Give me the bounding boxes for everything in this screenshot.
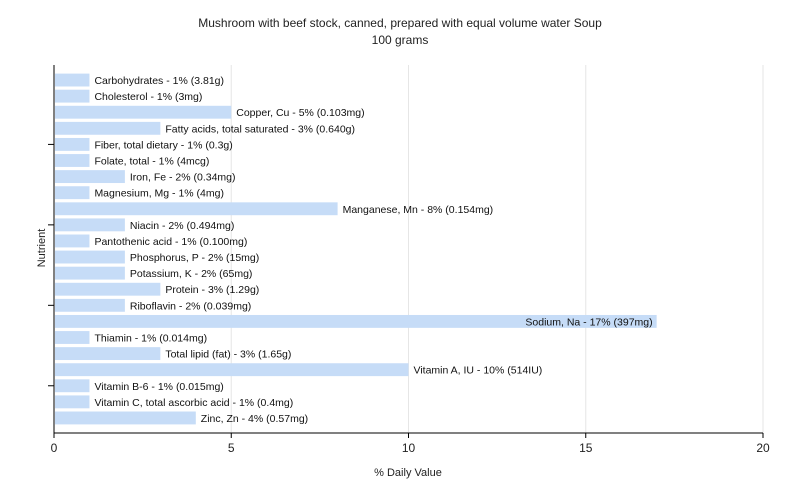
chart-title: Mushroom with beef stock, canned, prepar… [198,16,602,30]
bar [55,186,90,200]
x-axis-title: % Daily Value [374,467,442,479]
bar [55,73,90,87]
bar-label: Fiber, total dietary - 1% (0.3g) [94,139,232,151]
bar [55,379,90,393]
bar-label: Fatty acids, total saturated - 3% (0.640… [165,123,355,135]
bar-label: Vitamin C, total ascorbic acid - 1% (0.4… [94,397,293,409]
bar [55,347,161,361]
bar [55,282,161,296]
bar-label: Niacin - 2% (0.494mg) [130,220,234,232]
bars: Carbohydrates - 1% (3.81g) Cholesterol - … [55,73,657,425]
bar-label: Manganese, Mn - 8% (0.154mg) [343,204,494,216]
x-tick-label: 0 [51,441,58,455]
bar [55,105,232,119]
x-tick-label: 10 [402,441,416,455]
bar [55,298,125,312]
bar-label: Pantothenic acid - 1% (0.100mg) [94,236,247,248]
bar-label: Vitamin A, IU - 10% (514IU) [414,365,543,377]
bar [55,395,90,409]
bar-label: Cholesterol - 1% (3mg) [94,91,202,103]
bar-label: Magnesium, Mg - 1% (4mg) [94,188,224,200]
chart-subtitle: 100 grams [372,33,429,47]
bar-label: Potassium, K - 2% (65mg) [130,268,253,280]
bar [55,314,657,328]
bar [55,234,90,248]
bar-label: Iron, Fe - 2% (0.34mg) [130,172,236,184]
x-tick-label: 20 [756,441,770,455]
bar [55,250,125,264]
x-tick-label: 5 [228,441,235,455]
bar [55,121,161,135]
bar-label: Sodium, Na - 17% (397mg) [525,316,652,328]
bar [55,266,125,280]
bar [55,411,196,425]
bar [55,331,90,344]
bar-label: Riboflavin - 2% (0.039mg) [130,300,251,312]
grid-lines [230,65,764,433]
bar [55,170,125,184]
bar-label: Total lipid (fat) - 3% (1.65g) [165,349,291,361]
bar-label: Vitamin B-6 - 1% (0.015mg) [94,381,223,393]
bar-label: Protein - 3% (1.29g) [165,284,259,296]
axes: 0 5 10 15 20 [48,65,770,455]
bar-label: Copper, Cu - 5% (0.103mg) [236,107,364,119]
bar [55,89,90,103]
bar [55,363,409,377]
y-axis-title: Nutrient [36,229,48,268]
bar [55,202,338,216]
bar [55,218,125,232]
bar-label: Thiamin - 1% (0.014mg) [94,333,207,345]
bar-label: Folate, total - 1% (4mcg) [94,156,209,168]
bar [55,137,90,151]
bar-label: Carbohydrates - 1% (3.81g) [94,75,224,87]
x-tick-label: 15 [579,441,593,455]
bar-label: Phosphorus, P - 2% (15mg) [130,252,259,264]
bar-label: Zinc, Zn - 4% (0.57mg) [201,413,308,425]
bar [55,154,90,167]
